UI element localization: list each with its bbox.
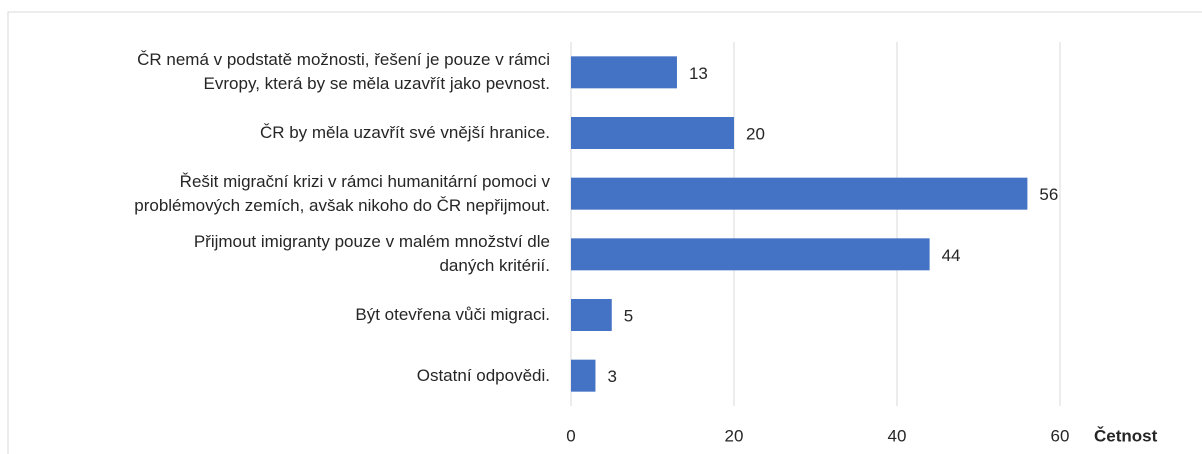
x-axis-label: Četnost — [1094, 426, 1158, 445]
y-tick-label: ČR nemá v podstatě možnosti, řešení je p… — [137, 50, 550, 94]
data-label: 20 — [746, 124, 765, 143]
x-tick-label: 40 — [888, 426, 907, 445]
y-tick-label: Přijmout imigranty pouze v malém množstv… — [193, 232, 550, 276]
y-tick-label: Být otevřena vůči migraci. — [355, 305, 550, 324]
bar — [571, 56, 677, 89]
y-tick-label: Řešit migrační krizi v rámci humanitární… — [134, 171, 550, 215]
bar — [571, 117, 734, 149]
x-tick-label: 20 — [725, 426, 744, 445]
bar — [571, 359, 596, 392]
y-tick-label: ČR by měla uzavřít své vnější hranice. — [259, 123, 550, 142]
y-tick-label: Ostatní odpovědi. — [416, 365, 550, 385]
data-label: 44 — [942, 246, 961, 265]
chart-border — [7, 11, 1202, 454]
bar — [571, 238, 930, 271]
bar — [571, 299, 612, 331]
data-label: 5 — [624, 306, 633, 325]
x-tick-label: 0 — [566, 426, 575, 445]
data-label: 3 — [607, 367, 616, 386]
data-label: 13 — [689, 64, 708, 83]
x-tick-label: 60 — [1051, 426, 1070, 445]
data-label: 56 — [1039, 185, 1058, 204]
bar — [571, 177, 1028, 210]
